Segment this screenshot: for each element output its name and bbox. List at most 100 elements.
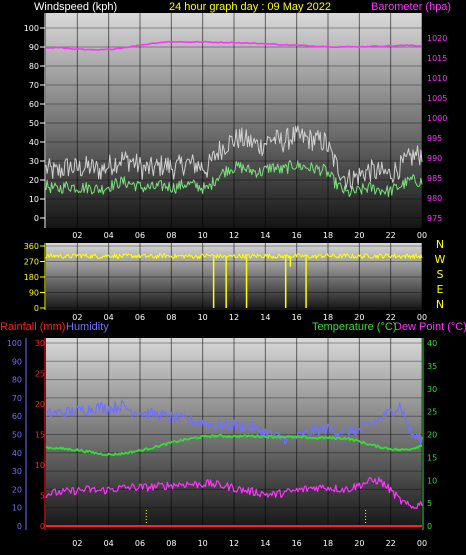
temperature-x-tick-label: 22 — [386, 539, 396, 548]
windspeed-y-tick-label: 100 — [24, 24, 39, 33]
direction-x-tick-label: 08 — [166, 313, 176, 322]
humidity-y-tick-label: 50 — [12, 431, 22, 440]
temperature-x-tick-label: 18 — [323, 539, 333, 548]
barometer-y-tick-label: 995 — [427, 134, 442, 143]
temperature-x-tick-label: 06 — [135, 539, 145, 548]
temperature-y-tick-label: 40 — [427, 339, 437, 348]
direction-x-tick-label: 16 — [292, 313, 302, 322]
rainfall-y-tick-label: 5 — [40, 492, 45, 501]
temperature-x-tick-label: 08 — [166, 539, 176, 548]
rainfall-y-tick-label: 25 — [35, 370, 45, 379]
barometer-y-tick-label: 1000 — [427, 114, 447, 123]
wind-x-tick-label: 14 — [260, 231, 270, 240]
windspeed-y-tick-label: 0 — [34, 214, 39, 223]
direction-x-tick-label: 18 — [323, 313, 333, 322]
humidity-series-line — [45, 399, 423, 446]
barometer-y-tick-label: 980 — [427, 194, 442, 203]
wind-x-tick-label: 04 — [104, 231, 114, 240]
barometer-y-tick-label: 1015 — [427, 54, 447, 63]
temperature-y-tick-label: 25 — [427, 408, 437, 417]
rainfall-y-tick-label: 20 — [35, 400, 45, 409]
temperature-y-tick-label: 30 — [427, 385, 437, 394]
compass-label: S — [437, 268, 444, 281]
dewpoint-legend: Dew Point (°C) — [394, 321, 466, 333]
direction-x-tick-label: 06 — [135, 313, 145, 322]
barometer-y-tick-label: 975 — [427, 214, 442, 223]
compass-label: N — [436, 238, 444, 251]
direction-x-tick-label: 20 — [354, 313, 364, 322]
temperature-series-line — [45, 433, 422, 457]
wind-x-tick-label: 18 — [323, 231, 333, 240]
wind-x-tick-label: 00 — [417, 231, 427, 240]
direction-x-tick-label: 04 — [104, 313, 114, 322]
humidity-y-tick-label: 90 — [12, 357, 22, 366]
gust-series-line — [45, 125, 423, 190]
compass-label: W — [435, 253, 446, 266]
compass-label: N — [436, 298, 444, 311]
compass-label: E — [437, 283, 444, 296]
windspeed-y-tick-label: 90 — [29, 43, 39, 52]
temperature-x-tick-label: 10 — [198, 539, 208, 548]
humidity-y-tick-label: 30 — [12, 467, 22, 476]
humidity-y-tick-label: 60 — [12, 412, 22, 421]
temperature-legend: Temperature (°C) — [312, 321, 396, 333]
humidity-y-tick-label: 10 — [12, 504, 22, 513]
windspeed-y-tick-label: 10 — [29, 195, 39, 204]
direction-series-line — [45, 252, 423, 260]
barometer-y-tick-label: 1010 — [427, 74, 447, 83]
wind-x-tick-label: 16 — [292, 231, 302, 240]
rainfall-y-tick-label: 15 — [35, 431, 45, 440]
wind-x-tick-label: 10 — [198, 231, 208, 240]
humidity-y-tick-label: 100 — [7, 339, 22, 348]
wind-x-tick-label: 20 — [354, 231, 364, 240]
direction-x-tick-label: 10 — [198, 313, 208, 322]
windspeed-y-tick-label: 20 — [29, 176, 39, 185]
direction-x-tick-label: 12 — [229, 313, 239, 322]
temperature-x-tick-label: 16 — [292, 539, 302, 548]
rainfall-y-tick-label: 10 — [35, 461, 45, 470]
direction-y-tick-label: 360 — [24, 242, 39, 251]
temperature-x-tick-label: 12 — [229, 539, 239, 548]
direction-x-tick-label: 02 — [72, 313, 82, 322]
windspeed-y-tick-label: 50 — [29, 119, 39, 128]
humidity-y-tick-label: 0 — [17, 522, 22, 531]
barometer-series-line — [45, 40, 423, 51]
rainfall-y-tick-label: 0 — [40, 522, 45, 531]
wind-x-tick-label: 08 — [166, 231, 176, 240]
humidity-y-tick-label: 20 — [12, 485, 22, 494]
windspeed-y-tick-label: 60 — [29, 100, 39, 109]
temperature-y-tick-label: 5 — [427, 499, 432, 508]
temperature-y-tick-label: 20 — [427, 431, 437, 440]
temperature-y-tick-label: 35 — [427, 362, 437, 371]
barometer-y-tick-label: 1005 — [427, 94, 447, 103]
temperature-x-tick-label: 00 — [417, 539, 427, 548]
direction-y-tick-label: 90 — [29, 289, 39, 298]
humidity-y-tick-label: 70 — [12, 394, 22, 403]
temperature-x-tick-label: 20 — [354, 539, 364, 548]
wind-x-tick-label: 22 — [386, 231, 396, 240]
direction-x-tick-label: 00 — [417, 313, 427, 322]
barometer-y-tick-label: 990 — [427, 154, 442, 163]
barometer-y-tick-label: 985 — [427, 174, 442, 183]
rainfall-y-tick-label: 30 — [35, 339, 45, 348]
wind-x-tick-label: 12 — [229, 231, 239, 240]
windspeed-y-tick-label: 80 — [29, 62, 39, 71]
temperature-x-tick-label: 14 — [260, 539, 270, 548]
barometer-axis-title: Barometer (hpa) — [371, 1, 451, 13]
humidity-y-tick-label: 40 — [12, 449, 22, 458]
direction-y-tick-label: 270 — [24, 258, 39, 267]
humidity-legend: Humidity — [66, 321, 109, 333]
temperature-y-tick-label: 0 — [427, 522, 432, 531]
windspeed-y-tick-label: 40 — [29, 138, 39, 147]
temperature-x-tick-label: 02 — [72, 539, 82, 548]
direction-y-tick-label: 0 — [34, 304, 39, 313]
graph-title: 24 hour graph day : 09 May 2022 — [169, 1, 331, 13]
rainfall-legend: Rainfall (mm) — [0, 321, 65, 333]
humidity-y-tick-label: 80 — [12, 376, 22, 385]
windspeed-y-tick-label: 70 — [29, 81, 39, 90]
direction-y-tick-label: 180 — [24, 273, 39, 282]
windspeed-y-tick-label: 30 — [29, 157, 39, 166]
dewpoint-series-line — [45, 476, 423, 510]
direction-x-tick-label: 14 — [260, 313, 270, 322]
